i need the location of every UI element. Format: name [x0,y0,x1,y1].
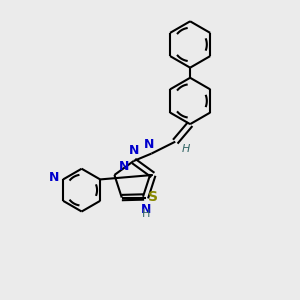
Text: N: N [49,171,59,184]
Text: N: N [128,144,139,158]
Text: N: N [118,160,129,172]
Text: H: H [142,209,150,219]
Text: N: N [144,138,154,151]
Text: H: H [182,144,190,154]
Text: S: S [148,190,158,204]
Text: N: N [141,203,151,216]
